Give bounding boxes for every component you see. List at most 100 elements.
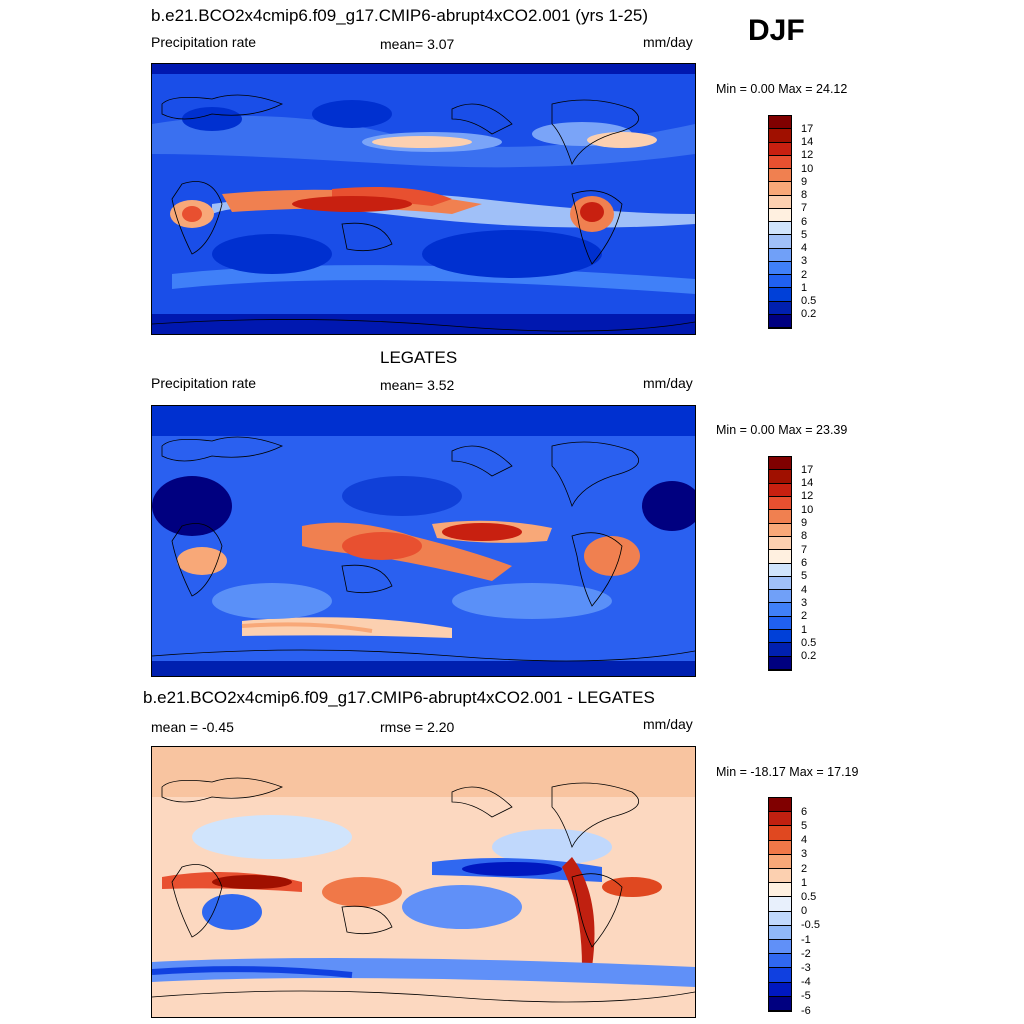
colorbar-swatch — [769, 656, 791, 670]
colorbar-tick-label: 10 — [801, 503, 814, 516]
colorbar-swatch — [769, 982, 791, 997]
colorbar-tick-label: -1 — [801, 933, 811, 946]
colorbar-swatch — [769, 116, 791, 130]
colorbar-tick-label: 0 — [801, 905, 808, 918]
panel2-units-label: mm/day — [643, 375, 693, 391]
colorbar-swatch — [769, 812, 791, 827]
colorbar-tick-label: 8 — [801, 530, 808, 543]
season-label: DJF — [748, 14, 805, 47]
colorbar-swatch — [769, 195, 791, 209]
panel2-left-label: Precipitation rate — [151, 375, 257, 391]
colorbar-tick-label: 5 — [801, 819, 808, 832]
colorbar-tick-label: 1 — [801, 623, 808, 636]
colorbar-swatch — [769, 996, 791, 1011]
colorbar-tick-label: 1 — [801, 876, 808, 889]
colorbar-tick-label: 14 — [801, 136, 814, 148]
colorbar-swatch — [769, 869, 791, 884]
panel3-map — [151, 746, 696, 1018]
colorbar-tick-label: 10 — [801, 162, 814, 175]
panel2-colorbar: 17 14 12 10 9 8 7 6 5 4 3 2 1 0.5 0.2 — [768, 456, 816, 671]
colorbar-swatch — [769, 590, 791, 604]
colorbar-tick-label: 7 — [801, 202, 808, 215]
colorbar-swatch — [769, 523, 791, 537]
colorbar-swatch — [769, 616, 791, 631]
colorbar-swatch — [769, 275, 791, 289]
panel3-minmax-label: Min = -18.17 Max = 17.19 — [716, 765, 859, 779]
colorbar-tick-label: 5 — [801, 228, 808, 241]
panel1-map — [151, 63, 696, 335]
colorbar-tick-label: 2 — [801, 610, 808, 623]
colorbar-tick-label: 4 — [801, 583, 808, 596]
colorbar-tick-label: 0.2 — [801, 650, 817, 663]
panel3-title: b.e21.BCO2x4cmip6.f09_g17.CMIP6-abrupt4x… — [143, 688, 655, 707]
colorbar-swatch — [769, 968, 791, 983]
panel3-mean-label: mean = -0.45 — [151, 719, 234, 735]
colorbar-tick-label: 0.5 — [801, 636, 817, 649]
colorbar-swatch — [769, 314, 791, 328]
colorbar-tick-label: 6 — [801, 805, 808, 818]
colorbar-tick-label: 17 — [801, 463, 814, 476]
colorbar-tick-label: 2 — [801, 862, 808, 875]
colorbar-swatch — [769, 301, 791, 315]
colorbar-swatch — [769, 840, 791, 855]
colorbar-tick-label: 0.5 — [801, 295, 817, 307]
colorbar-tick-label: 3 — [801, 596, 808, 609]
colorbar-tick-label: 3 — [801, 848, 808, 861]
panel3-colorbar: 6 5 4 3 2 1 0.5 0 -0.5 -1 -2 -3 -4 -5 -6 — [768, 797, 820, 1016]
colorbar-tick-label: -2 — [801, 947, 811, 960]
panel2-map — [151, 405, 696, 677]
colorbar-swatch — [769, 288, 791, 302]
colorbar-swatch — [769, 457, 791, 471]
panel1-title: b.e21.BCO2x4cmip6.f09_g17.CMIP6-abrupt4x… — [151, 6, 649, 25]
colorbar-swatch — [769, 169, 791, 183]
colorbar-tick-label: -3 — [801, 961, 811, 974]
panel1-units-label: mm/day — [643, 34, 693, 50]
panel3-units-label: mm/day — [643, 716, 693, 732]
colorbar-swatch — [769, 798, 791, 813]
colorbar-tick-label: 12 — [801, 149, 814, 162]
colorbar-tick-label: -0.5 — [801, 919, 820, 932]
colorbar-swatch — [769, 142, 791, 156]
colorbar-tick-label: -6 — [801, 1004, 811, 1017]
colorbar-tick-label: 14 — [801, 477, 814, 490]
colorbar-swatch — [769, 643, 791, 657]
colorbar-tick-label: -4 — [801, 976, 811, 989]
colorbar-tick-label: 0.5 — [801, 890, 817, 903]
colorbar-swatch — [769, 603, 791, 617]
colorbar-swatch — [769, 129, 791, 143]
colorbar-tick-label: 9 — [801, 517, 808, 530]
colorbar-swatch — [769, 470, 791, 484]
colorbar-swatch — [769, 536, 791, 551]
colorbar-swatch — [769, 248, 791, 262]
colorbar-tick-label: 17 — [801, 122, 814, 135]
colorbar-swatch — [769, 261, 791, 275]
colorbar-swatch — [769, 510, 791, 524]
colorbar-tick-label: -5 — [801, 990, 811, 1003]
colorbar-tick-label: 6 — [801, 215, 808, 228]
colorbar-swatch — [769, 925, 791, 940]
colorbar-swatch — [769, 563, 791, 577]
colorbar-swatch — [769, 854, 791, 869]
colorbar-swatch — [769, 155, 791, 169]
colorbar-swatch — [769, 222, 791, 236]
colorbar-tick-label: 7 — [801, 543, 808, 556]
colorbar-tick-label: 6 — [801, 557, 808, 569]
colorbar-tick-label: 4 — [801, 242, 808, 254]
colorbar-tick-label: 1 — [801, 281, 808, 294]
colorbar-tick-label: 4 — [801, 834, 808, 847]
panel1-minmax-label: Min = 0.00 Max = 24.12 — [716, 82, 848, 96]
panel1-mean-label: mean= 3.07 — [380, 36, 455, 52]
panel1-colorbar: 17 14 12 10 9 8 7 6 5 4 3 2 1 0.5 0.2 — [768, 115, 816, 329]
colorbar-swatch — [769, 496, 791, 511]
colorbar-swatch — [769, 550, 791, 564]
colorbar-swatch — [769, 235, 791, 249]
colorbar-tick-label: 3 — [801, 255, 808, 268]
colorbar-swatch — [769, 208, 791, 222]
panel1-left-label: Precipitation rate — [151, 34, 257, 50]
colorbar-swatch — [769, 576, 791, 591]
panel3-rmse-label: rmse = 2.20 — [380, 719, 455, 735]
colorbar-swatch — [769, 630, 791, 644]
panel2-title: LEGATES — [380, 348, 458, 367]
colorbar-tick-label: 8 — [801, 189, 808, 201]
colorbar-tick-label: 9 — [801, 175, 808, 188]
